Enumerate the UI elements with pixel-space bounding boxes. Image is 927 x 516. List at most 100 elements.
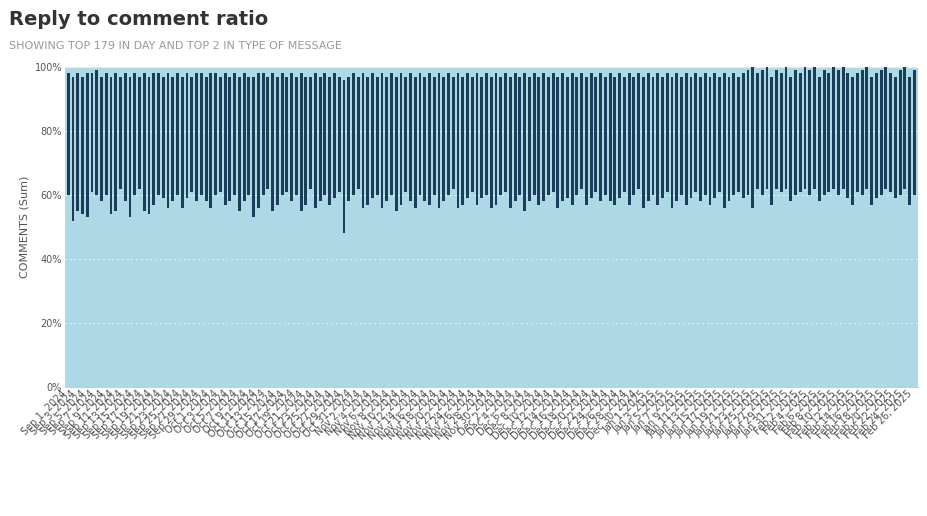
Bar: [828, 192, 831, 387]
Bar: [604, 77, 607, 195]
Bar: [200, 195, 203, 387]
Bar: [894, 77, 896, 198]
Bar: [775, 70, 778, 189]
Bar: [100, 77, 103, 201]
Bar: [846, 73, 849, 198]
Bar: [400, 205, 402, 387]
Bar: [576, 195, 578, 387]
Bar: [509, 208, 512, 387]
Bar: [466, 198, 469, 387]
Bar: [105, 195, 108, 387]
Bar: [234, 195, 236, 387]
Bar: [286, 77, 288, 192]
Bar: [894, 198, 896, 387]
Bar: [442, 201, 445, 387]
Bar: [147, 77, 150, 214]
Bar: [485, 195, 488, 387]
Bar: [784, 189, 787, 387]
Bar: [67, 73, 70, 195]
Bar: [685, 73, 688, 205]
Bar: [114, 73, 117, 211]
Bar: [542, 73, 545, 201]
Bar: [594, 192, 597, 387]
Bar: [489, 77, 493, 208]
Bar: [666, 192, 668, 387]
Bar: [281, 195, 284, 387]
Bar: [746, 195, 749, 387]
Bar: [718, 77, 721, 192]
Bar: [884, 67, 887, 189]
Bar: [514, 73, 516, 201]
Bar: [699, 77, 702, 201]
Bar: [752, 67, 755, 208]
Bar: [808, 195, 811, 387]
Bar: [866, 67, 869, 189]
Bar: [324, 73, 326, 195]
Bar: [708, 77, 711, 205]
Bar: [129, 77, 132, 217]
Bar: [390, 73, 393, 195]
Bar: [466, 73, 469, 198]
Bar: [257, 73, 260, 208]
Bar: [533, 195, 536, 387]
Bar: [476, 205, 478, 387]
Bar: [219, 192, 222, 387]
Bar: [476, 73, 478, 205]
Bar: [157, 195, 160, 387]
Bar: [604, 195, 607, 387]
Bar: [357, 77, 360, 189]
Bar: [196, 201, 198, 387]
Bar: [152, 205, 155, 387]
Bar: [471, 77, 474, 192]
Bar: [661, 198, 664, 387]
Bar: [766, 67, 768, 189]
Bar: [333, 73, 336, 198]
Bar: [261, 195, 264, 387]
Bar: [86, 73, 89, 217]
Bar: [761, 195, 764, 387]
Bar: [109, 214, 112, 387]
Bar: [637, 189, 641, 387]
Bar: [319, 77, 322, 201]
Bar: [337, 77, 340, 192]
Bar: [451, 77, 455, 189]
Bar: [866, 189, 869, 387]
Bar: [190, 192, 193, 387]
Text: SHOWING TOP 179 IN DAY AND TOP 2 IN TYPE OF MESSAGE: SHOWING TOP 179 IN DAY AND TOP 2 IN TYPE…: [9, 41, 342, 51]
Bar: [813, 67, 816, 189]
Bar: [628, 205, 630, 387]
Bar: [409, 201, 412, 387]
Bar: [571, 73, 574, 205]
Bar: [167, 73, 170, 208]
Bar: [409, 73, 412, 201]
Bar: [752, 208, 755, 387]
Bar: [580, 73, 583, 189]
Bar: [527, 77, 531, 201]
Bar: [357, 189, 360, 387]
Bar: [647, 73, 650, 201]
Bar: [485, 73, 488, 195]
Bar: [828, 73, 831, 192]
Bar: [556, 208, 559, 387]
Bar: [880, 195, 883, 387]
Bar: [114, 211, 117, 387]
Bar: [210, 73, 212, 208]
Bar: [228, 201, 231, 387]
Bar: [780, 192, 782, 387]
Bar: [680, 77, 683, 195]
Bar: [133, 73, 136, 195]
Bar: [908, 205, 911, 387]
Bar: [713, 198, 717, 387]
Bar: [742, 73, 744, 198]
Bar: [856, 192, 858, 387]
Bar: [138, 189, 141, 387]
Bar: [272, 73, 274, 211]
Bar: [571, 205, 574, 387]
Bar: [509, 77, 512, 208]
Bar: [248, 77, 250, 195]
Bar: [661, 77, 664, 198]
Bar: [171, 201, 174, 387]
Bar: [766, 189, 768, 387]
Bar: [167, 208, 170, 387]
Bar: [147, 214, 150, 387]
